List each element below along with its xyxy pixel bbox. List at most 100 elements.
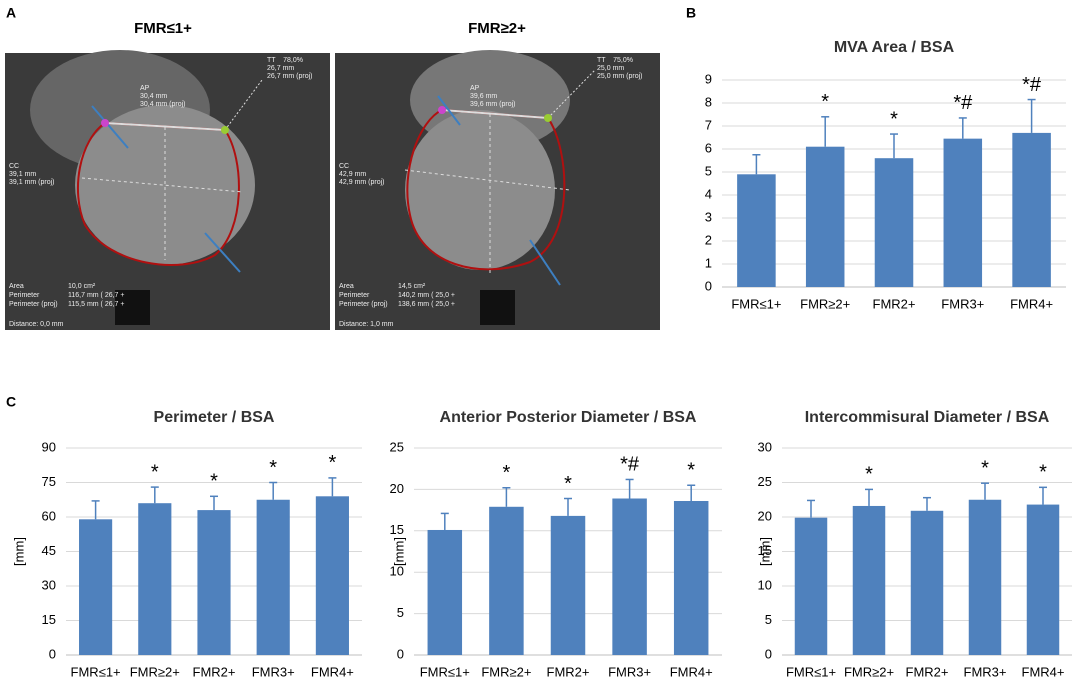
- ct-annotation: 42,9 mm (proj): [339, 179, 385, 186]
- significance-marker: *: [687, 460, 695, 482]
- x-tick-label: FMR3+: [608, 664, 651, 679]
- ct-annotation: 14,5 cm²: [398, 283, 426, 290]
- panel-label: A: [6, 5, 16, 21]
- y-tick-label: 20: [390, 481, 404, 496]
- ct-annotation: Perimeter (proj): [9, 301, 58, 308]
- ct-annotation: 140,2 mm ( 25,0 +: [398, 292, 455, 299]
- ct-annotation: CC: [339, 163, 349, 170]
- chart-title: Anterior Posterior Diameter / BSA: [440, 409, 697, 426]
- y-tick-label: 45: [42, 543, 56, 558]
- ct-annotation: 39,6 mm (proj): [470, 101, 516, 108]
- chart-title: Intercommisural Diameter / BSA: [805, 409, 1050, 426]
- ct-image-1: [5, 50, 330, 330]
- significance-marker: *: [981, 457, 989, 479]
- bar: [550, 515, 586, 655]
- significance-marker: *: [564, 473, 572, 495]
- significance-marker: *: [865, 464, 873, 486]
- y-tick-label: 0: [49, 646, 56, 661]
- ct-annotation: Perimeter: [9, 292, 40, 299]
- x-tick-label: FMR3+: [941, 296, 984, 311]
- ct-annotation: CC: [9, 163, 19, 170]
- bar: [79, 519, 113, 655]
- ct-annotation: 39,6 mm: [470, 93, 497, 100]
- chart-title: Perimeter / BSA: [154, 409, 275, 426]
- x-tick-label: FMR2+: [547, 664, 590, 679]
- bar: [737, 174, 776, 287]
- bar: [794, 517, 828, 655]
- y-tick-label: 5: [705, 163, 712, 178]
- y-tick-label: 8: [705, 94, 712, 109]
- x-tick-label: FMR≥2+: [481, 664, 531, 679]
- x-tick-label: FMR3+: [252, 664, 295, 679]
- x-tick-label: FMR4+: [311, 664, 354, 679]
- ct-annotation: Distance: 1,0 mm: [339, 321, 394, 328]
- y-tick-label: 4: [705, 186, 712, 201]
- bar: [315, 496, 349, 655]
- ct-annotation: Area: [9, 283, 24, 290]
- bar: [673, 500, 709, 655]
- y-tick-label: 0: [705, 278, 712, 293]
- x-tick-label: FMR≤1+: [731, 296, 781, 311]
- x-tick-label: FMR≥2+: [844, 664, 894, 679]
- ct-annotation: Area: [339, 283, 354, 290]
- ct-annotation: 138,6 mm ( 25,0 +: [398, 301, 455, 308]
- bar: [852, 505, 886, 655]
- ct-annotation: 25,0 mm: [597, 65, 624, 72]
- bar: [910, 510, 944, 655]
- y-tick-label: 5: [397, 605, 404, 620]
- y-tick-label: 25: [390, 439, 404, 454]
- significance-marker: *: [503, 462, 511, 484]
- y-tick-label: 10: [758, 577, 772, 592]
- ct-annotation: Distance: 0,0 mm: [9, 321, 64, 328]
- ct-annotation: AP: [140, 85, 150, 92]
- y-tick-label: 20: [758, 508, 772, 523]
- panel-label: B: [686, 5, 696, 21]
- image-title: FMR≤1+: [134, 20, 192, 37]
- significance-marker: *: [151, 461, 159, 483]
- y-tick-label: 15: [42, 612, 56, 627]
- y-tick-label: 60: [42, 508, 56, 523]
- bar: [256, 499, 290, 655]
- significance-marker: *: [890, 108, 898, 130]
- significance-marker: *#: [620, 454, 640, 476]
- ct-annotation: TT: [597, 57, 606, 64]
- ct-annotation: 10,0 cm²: [68, 283, 96, 290]
- x-tick-label: FMR3+: [964, 664, 1007, 679]
- ct-annotation: 26,7 mm (proj): [267, 73, 313, 80]
- significance-marker: *: [329, 452, 337, 474]
- ct-annotation: Perimeter: [339, 292, 370, 299]
- bar: [427, 529, 463, 655]
- bar: [138, 503, 172, 655]
- significance-marker: *: [1039, 462, 1047, 484]
- y-axis-label: [mm]: [391, 537, 406, 566]
- ct-annotation: 116,7 mm ( 26,7 +: [68, 292, 124, 299]
- ct-image-2: [335, 50, 660, 330]
- y-tick-label: 0: [397, 646, 404, 661]
- bar: [805, 146, 845, 287]
- x-tick-label: FMR≤1+: [420, 664, 470, 679]
- y-tick-label: 30: [42, 577, 56, 592]
- bar: [612, 498, 647, 655]
- ct-annotation: 39,1 mm: [9, 171, 36, 178]
- bar: [489, 506, 524, 655]
- ct-annotation: 30,4 mm (proj): [140, 101, 186, 108]
- x-tick-label: FMR2+: [193, 664, 236, 679]
- ct-annotation: 115,5 mm ( 26,7 +: [68, 301, 124, 308]
- y-tick-label: 90: [42, 439, 56, 454]
- x-tick-label: FMR2+: [906, 664, 949, 679]
- x-tick-label: FMR≥2+: [130, 664, 180, 679]
- significance-marker: *: [210, 471, 218, 493]
- x-tick-label: FMR≥2+: [800, 296, 850, 311]
- ct-annotation: 30,4 mm: [140, 93, 167, 100]
- y-tick-label: 5: [765, 612, 772, 627]
- y-tick-label: 10: [390, 564, 404, 579]
- x-tick-label: FMR≤1+: [71, 664, 121, 679]
- x-tick-label: FMR≤1+: [786, 664, 836, 679]
- y-tick-label: 0: [765, 646, 772, 661]
- significance-marker: *: [269, 457, 277, 479]
- y-tick-label: 15: [758, 543, 772, 558]
- y-axis-label: [mm]: [757, 537, 772, 566]
- ct-annotation: 75,0%: [613, 57, 633, 64]
- ct-annotation: 42,9 mm: [339, 171, 366, 178]
